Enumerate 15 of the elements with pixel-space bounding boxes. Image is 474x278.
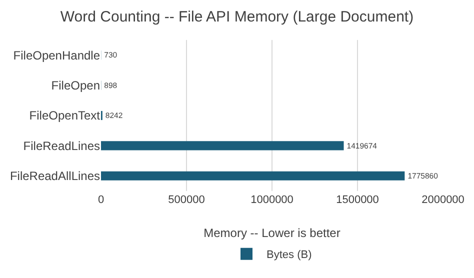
y-tick-label: FileOpenText: [29, 108, 101, 123]
chart-title: Word Counting -- File API Memory (Large Document): [60, 8, 414, 26]
y-tick-label: FileOpenHandle: [13, 48, 100, 62]
x-tick-label: 0: [98, 194, 104, 206]
bar: [101, 171, 405, 180]
x-tick-label: 500000: [168, 194, 205, 206]
legend-label: Bytes (B): [266, 249, 312, 262]
x-tick-label: 1000000: [250, 194, 294, 206]
x-tick-label: 1500000: [336, 194, 379, 206]
y-tick-label: FileReadLines: [23, 138, 100, 153]
x-axis-title: Memory -- Lower is better: [204, 226, 340, 240]
y-tick-label: FileReadAllLines: [10, 169, 100, 184]
bar: [101, 141, 344, 150]
x-tick-label: 2000000: [422, 194, 464, 206]
y-tick-label: FileOpen: [51, 78, 100, 92]
